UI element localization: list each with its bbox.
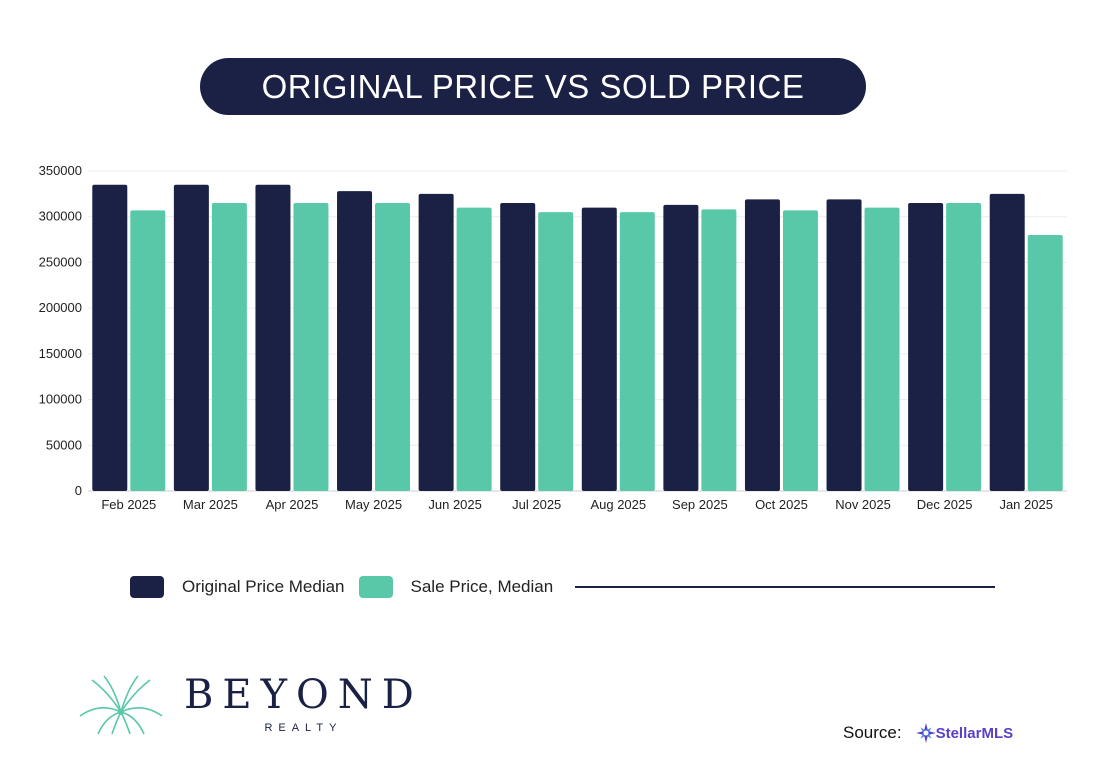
bar-original bbox=[173, 184, 209, 491]
brand-name: BEYOND bbox=[184, 672, 423, 718]
bar-original bbox=[418, 193, 454, 491]
source: Source: StellarMLS bbox=[843, 723, 1013, 743]
x-tick-label: Dec 2025 bbox=[917, 497, 973, 512]
bar-sale bbox=[293, 203, 329, 491]
y-tick-label: 300000 bbox=[39, 209, 82, 224]
y-tick-label: 100000 bbox=[39, 392, 82, 407]
x-tick-label: Nov 2025 bbox=[835, 497, 891, 512]
bar-sale bbox=[619, 212, 655, 491]
legend: Original Price Median Sale Price, Median bbox=[130, 576, 996, 598]
y-tick-label: 150000 bbox=[39, 346, 82, 361]
bar-sale bbox=[130, 210, 166, 492]
bar-sale bbox=[701, 209, 737, 491]
bar-original bbox=[337, 191, 373, 491]
legend-swatch-original bbox=[130, 576, 164, 598]
y-tick-label: 250000 bbox=[39, 254, 82, 269]
bar-sale bbox=[1027, 235, 1063, 491]
x-tick-label: Oct 2025 bbox=[755, 497, 808, 512]
x-tick-label: Aug 2025 bbox=[590, 497, 646, 512]
y-tick-label: 200000 bbox=[39, 300, 82, 315]
palm-tree-icon bbox=[79, 675, 163, 735]
bar-sale bbox=[211, 203, 247, 491]
bar-sale bbox=[782, 210, 818, 492]
stellar-mls-text: StellarMLS bbox=[935, 724, 1014, 742]
y-tick-label: 0 bbox=[75, 483, 82, 498]
bar-sale bbox=[456, 207, 492, 492]
bar-sale bbox=[946, 203, 982, 491]
y-tick-label: 350000 bbox=[39, 163, 82, 178]
x-tick-label: Mar 2025 bbox=[183, 497, 238, 512]
x-tick-label: Jul 2025 bbox=[512, 497, 561, 512]
bar-sale bbox=[538, 212, 574, 491]
source-label: Source: bbox=[843, 723, 902, 742]
bar-original bbox=[663, 204, 699, 492]
bar-original bbox=[581, 207, 617, 492]
bar-original bbox=[826, 199, 862, 492]
bar-original bbox=[744, 199, 780, 492]
bar-original bbox=[92, 184, 128, 491]
legend-swatch-sale bbox=[358, 576, 393, 598]
bar-sale bbox=[375, 203, 411, 491]
legend-line bbox=[575, 586, 996, 588]
legend-item-original: Original Price Median bbox=[130, 576, 345, 598]
x-tick-label: Jan 2025 bbox=[999, 497, 1053, 512]
x-tick-label: Feb 2025 bbox=[101, 497, 156, 512]
bar-chart: 0 50000 100000 150000 200000 250000 300000 3500… bbox=[39, 163, 1067, 512]
brand-logo: BEYOND REALTY bbox=[78, 672, 423, 736]
bar-original bbox=[500, 203, 536, 491]
brand-subtitle: REALTY bbox=[264, 722, 343, 734]
bar-sale bbox=[864, 207, 900, 492]
y-tick-label: 50000 bbox=[46, 437, 82, 452]
x-tick-label: May 2025 bbox=[345, 497, 402, 512]
x-tick-label: Jun 2025 bbox=[428, 497, 482, 512]
legend-label: Original Price Median bbox=[182, 577, 345, 596]
stellar-star-icon bbox=[915, 723, 936, 743]
stellar-mls-logo: StellarMLS bbox=[915, 723, 1014, 743]
bar-original bbox=[908, 203, 944, 491]
legend-item-sale: Sale Price, Median bbox=[358, 576, 554, 598]
bar-original bbox=[255, 184, 291, 491]
bar-original bbox=[989, 193, 1025, 491]
chart-title: ORIGINAL PRICE VS SOLD PRICE bbox=[200, 58, 866, 115]
x-tick-label: Sep 2025 bbox=[672, 497, 728, 512]
legend-label: Sale Price, Median bbox=[410, 577, 554, 596]
x-tick-label: Apr 2025 bbox=[266, 497, 319, 512]
